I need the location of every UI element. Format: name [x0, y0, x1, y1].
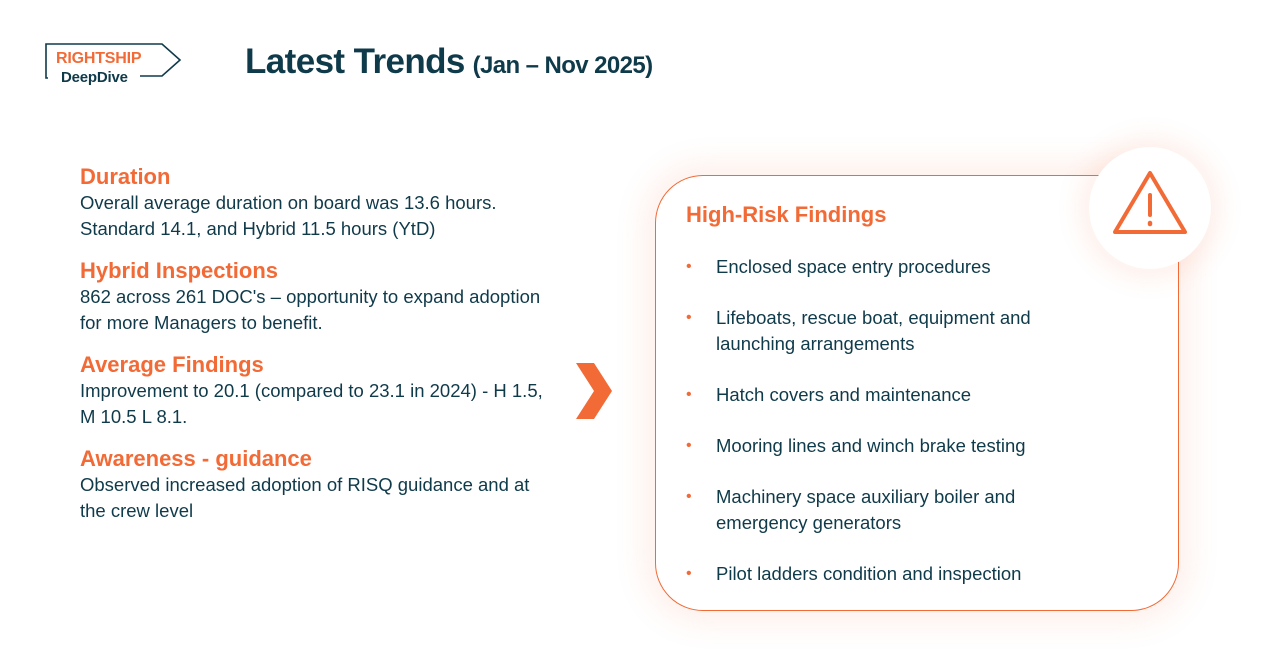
bullet-icon: •	[686, 386, 692, 403]
page-title-main: Latest Trends	[245, 42, 465, 81]
section-average-findings: Average Findings Improvement to 20.1 (co…	[80, 352, 550, 430]
trend-sections: Duration Overall average duration on boa…	[80, 164, 550, 540]
section-heading: Duration	[80, 164, 171, 189]
warning-badge	[1089, 147, 1211, 269]
list-item-text: Lifeboats, rescue boat, equipment and la…	[716, 307, 1031, 354]
warning-triangle-icon	[1113, 171, 1187, 234]
list-item: • Machinery space auxiliary boiler and e…	[686, 484, 1106, 536]
bullet-icon: •	[686, 565, 692, 582]
card-title: High-Risk Findings	[686, 202, 887, 227]
logo-deepdive-text: DeepDive	[59, 69, 130, 86]
rightship-deepdive-logo: RIGHTSHIP DeepDive	[44, 42, 184, 88]
section-heading: Average Findings	[80, 352, 264, 377]
list-item-text: Hatch covers and maintenance	[716, 384, 972, 405]
list-item: • Lifeboats, rescue boat, equipment and …	[686, 305, 1106, 357]
high-risk-findings-card: High-Risk Findings • Enclosed space entr…	[655, 175, 1179, 611]
bullet-icon: •	[686, 258, 692, 275]
page-title-date-range: (Jan – Nov 2025)	[472, 52, 653, 79]
section-heading: Awareness - guidance	[80, 446, 312, 471]
section-hybrid-inspections: Hybrid Inspections 862 across 261 DOC's …	[80, 258, 550, 336]
list-item: • Enclosed space entry procedures	[686, 254, 1106, 280]
findings-list: • Enclosed space entry procedures • Life…	[686, 254, 1106, 612]
section-body: Observed increased adoption of RISQ guid…	[80, 474, 530, 521]
section-body: Overall average duration on board was 13…	[80, 192, 497, 239]
list-item: • Hatch covers and maintenance	[686, 382, 1106, 408]
bullet-icon: •	[686, 309, 692, 326]
logo-rightship-text: RIGHTSHIP	[56, 50, 142, 67]
chevron-right-icon	[576, 363, 612, 419]
section-body: Improvement to 20.1 (compared to 23.1 in…	[80, 380, 543, 427]
list-item-text: Machinery space auxiliary boiler and eme…	[716, 486, 1016, 533]
logo-arrow-outline	[45, 43, 182, 79]
page-title: Latest Trends (Jan – Nov 2025)	[245, 42, 653, 82]
bullet-icon: •	[686, 488, 692, 505]
bullet-icon: •	[686, 437, 692, 454]
section-awareness-guidance: Awareness - guidance Observed increased …	[80, 446, 550, 524]
section-body: 862 across 261 DOC's – opportunity to ex…	[80, 286, 541, 333]
list-item-text: Enclosed space entry procedures	[716, 256, 991, 277]
list-item: • Mooring lines and winch brake testing	[686, 433, 1106, 459]
section-duration: Duration Overall average duration on boa…	[80, 164, 550, 242]
list-item: • Pilot ladders condition and inspection	[686, 561, 1106, 587]
list-item-text: Pilot ladders condition and inspection	[716, 563, 1022, 584]
section-heading: Hybrid Inspections	[80, 258, 279, 283]
list-item-text: Mooring lines and winch brake testing	[716, 435, 1026, 456]
